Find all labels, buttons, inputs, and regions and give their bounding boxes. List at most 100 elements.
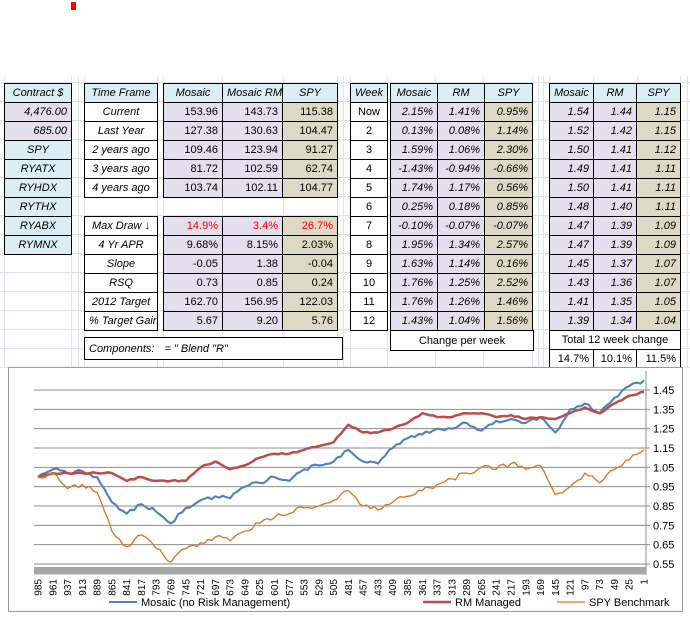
weekly-mosaic-cell[interactable]: 1.95% bbox=[390, 235, 438, 255]
stat-label-cell[interactable]: 2012 Target bbox=[84, 292, 158, 312]
cumulative-spy-cell[interactable]: 1.15 bbox=[636, 121, 681, 141]
contract-cell[interactable]: RYMNX bbox=[4, 235, 72, 255]
weekly-rm-cell[interactable]: -0.07% bbox=[437, 216, 485, 236]
weekly-spy-cell[interactable]: -0.66% bbox=[484, 159, 533, 179]
weekly-spy-cell[interactable]: 2.57% bbox=[484, 235, 533, 255]
spy-stat-cell[interactable]: 5.76 bbox=[282, 311, 338, 331]
mosaic-rm-stat-cell[interactable]: 9.20 bbox=[222, 311, 283, 331]
timeframe-cell[interactable]: Last Year bbox=[84, 121, 158, 141]
change-per-week-label[interactable]: Change per week bbox=[390, 330, 534, 351]
cumulative-mosaic-cell[interactable]: 1.52 bbox=[549, 121, 594, 141]
contracts-header[interactable]: Contract $ bbox=[4, 83, 72, 103]
cumulative-rm-cell[interactable]: 1.44 bbox=[593, 102, 637, 122]
cumulative-spy-cell[interactable]: 1.12 bbox=[636, 140, 681, 160]
cumulative-rm-cell[interactable]: 1.40 bbox=[593, 197, 637, 217]
weekly-mosaic-cell[interactable]: 1.59% bbox=[390, 140, 438, 160]
weekly-mosaic-cell[interactable]: 2.15% bbox=[390, 102, 438, 122]
contract-cell[interactable]: RYTHX bbox=[4, 197, 72, 217]
week-number-cell[interactable]: 7 bbox=[350, 216, 388, 236]
mosaic-rm-value-cell[interactable]: 102.59 bbox=[222, 159, 283, 179]
cumulative-spy-cell[interactable]: 1.04 bbox=[636, 311, 681, 331]
mosaic-stat-cell[interactable]: -0.05 bbox=[163, 254, 223, 274]
weekly-col-header-spy[interactable]: SPY bbox=[484, 83, 533, 103]
cumulative-mosaic-cell[interactable]: 1.50 bbox=[549, 178, 594, 198]
col-header-spy[interactable]: SPY bbox=[282, 83, 338, 103]
contract-cell[interactable]: SPY bbox=[4, 140, 72, 160]
weekly-spy-cell[interactable]: 1.14% bbox=[484, 121, 533, 141]
col-header-mosaic-rm[interactable]: Mosaic RM bbox=[222, 83, 283, 103]
weekly-spy-cell[interactable]: 0.95% bbox=[484, 102, 533, 122]
weekly-rm-cell[interactable]: 1.06% bbox=[437, 140, 485, 160]
timeframe-cell[interactable]: 4 years ago bbox=[84, 178, 158, 198]
total-spy-cell[interactable]: 11.5% bbox=[636, 349, 681, 369]
mosaic-stat-cell[interactable]: 5.67 bbox=[163, 311, 223, 331]
cumulative-spy-cell[interactable]: 1.09 bbox=[636, 216, 681, 236]
weekly-mosaic-cell[interactable]: 1.63% bbox=[390, 254, 438, 274]
mosaic-value-cell[interactable]: 109.46 bbox=[163, 140, 223, 160]
weekly-spy-cell[interactable]: 0.85% bbox=[484, 197, 533, 217]
weekly-col-header-rm[interactable]: RM bbox=[437, 83, 485, 103]
cumulative-rm-cell[interactable]: 1.35 bbox=[593, 292, 637, 312]
cumulative-rm-cell[interactable]: 1.37 bbox=[593, 254, 637, 274]
cumulative-rm-cell[interactable]: 1.39 bbox=[593, 216, 637, 236]
mosaic-stat-cell[interactable]: 9.68% bbox=[163, 235, 223, 255]
cumulative-spy-cell[interactable]: 1.05 bbox=[636, 292, 681, 312]
cumulative-spy-cell[interactable]: 1.15 bbox=[636, 102, 681, 122]
cumulative-rm-cell[interactable]: 1.41 bbox=[593, 140, 637, 160]
spy-stat-cell[interactable]: 122.03 bbox=[282, 292, 338, 312]
weekly-rm-cell[interactable]: 0.18% bbox=[437, 197, 485, 217]
weekly-rm-cell[interactable]: 1.34% bbox=[437, 235, 485, 255]
timeframe-cell[interactable]: 2 years ago bbox=[84, 140, 158, 160]
week-number-cell[interactable]: 6 bbox=[350, 197, 388, 217]
mosaic-rm-value-cell[interactable]: 123.94 bbox=[222, 140, 283, 160]
mosaic-value-cell[interactable]: 127.38 bbox=[163, 121, 223, 141]
week-number-cell[interactable]: 4 bbox=[350, 159, 388, 179]
mosaic-rm-stat-cell[interactable]: 8.15% bbox=[222, 235, 283, 255]
cumulative-mosaic-cell[interactable]: 1.47 bbox=[549, 216, 594, 236]
col-header-mosaic[interactable]: Mosaic bbox=[163, 83, 223, 103]
cumulative-spy-cell[interactable]: 1.11 bbox=[636, 159, 681, 179]
weekly-mosaic-cell[interactable]: 1.76% bbox=[390, 292, 438, 312]
week-number-cell[interactable]: 5 bbox=[350, 178, 388, 198]
cumulative-col-header-spy[interactable]: SPY bbox=[636, 83, 681, 103]
contract-cell[interactable]: RYHDX bbox=[4, 178, 72, 198]
timeframe-cell[interactable]: Current bbox=[84, 102, 158, 122]
mosaic-rm-stat-cell[interactable]: 3.4% bbox=[222, 216, 283, 236]
weekly-mosaic-cell[interactable]: -1.43% bbox=[390, 159, 438, 179]
timeframe-header[interactable]: Time Frame bbox=[84, 83, 158, 103]
contract-cell[interactable]: RYABX bbox=[4, 216, 72, 236]
week-header[interactable]: Week bbox=[350, 83, 388, 103]
weekly-rm-cell[interactable]: 0.08% bbox=[437, 121, 485, 141]
cumulative-rm-cell[interactable]: 1.36 bbox=[593, 273, 637, 293]
mosaic-stat-cell[interactable]: 0.73 bbox=[163, 273, 223, 293]
mosaic-value-cell[interactable]: 153.96 bbox=[163, 102, 223, 122]
mosaic-rm-value-cell[interactable]: 130.63 bbox=[222, 121, 283, 141]
cumulative-mosaic-cell[interactable]: 1.41 bbox=[549, 292, 594, 312]
total-rm-cell[interactable]: 10.1% bbox=[593, 349, 637, 369]
mosaic-rm-stat-cell[interactable]: 156.95 bbox=[222, 292, 283, 312]
mosaic-value-cell[interactable]: 81.72 bbox=[163, 159, 223, 179]
cumulative-spy-cell[interactable]: 1.09 bbox=[636, 235, 681, 255]
cumulative-rm-cell[interactable]: 1.41 bbox=[593, 159, 637, 179]
week-number-cell[interactable]: 2 bbox=[350, 121, 388, 141]
mosaic-stat-cell[interactable]: 14.9% bbox=[163, 216, 223, 236]
spy-value-cell[interactable]: 104.47 bbox=[282, 121, 338, 141]
contract-cell[interactable]: RYATX bbox=[4, 159, 72, 179]
weekly-mosaic-cell[interactable]: 0.13% bbox=[390, 121, 438, 141]
weekly-spy-cell[interactable]: 1.46% bbox=[484, 292, 533, 312]
cumulative-mosaic-cell[interactable]: 1.54 bbox=[549, 102, 594, 122]
weekly-rm-cell[interactable]: 1.17% bbox=[437, 178, 485, 198]
weekly-spy-cell[interactable]: 0.16% bbox=[484, 254, 533, 274]
performance-chart[interactable]: 1.45 1.35 1.25 1.15 1.05 0.95 0.85 0.75 0.65 0.55… bbox=[8, 367, 683, 612]
week-number-cell[interactable]: 8 bbox=[350, 235, 388, 255]
weekly-col-header-mosaic[interactable]: Mosaic bbox=[390, 83, 438, 103]
cumulative-spy-cell[interactable]: 1.07 bbox=[636, 273, 681, 293]
weekly-rm-cell[interactable]: 1.26% bbox=[437, 292, 485, 312]
cumulative-col-header-rm[interactable]: RM bbox=[593, 83, 637, 103]
stat-label-cell[interactable]: Max Draw ↓ bbox=[84, 216, 158, 236]
cumulative-mosaic-cell[interactable]: 1.47 bbox=[549, 235, 594, 255]
cumulative-mosaic-cell[interactable]: 1.49 bbox=[549, 159, 594, 179]
cumulative-rm-cell[interactable]: 1.34 bbox=[593, 311, 637, 331]
weekly-rm-cell[interactable]: 1.25% bbox=[437, 273, 485, 293]
weekly-mosaic-cell[interactable]: 0.25% bbox=[390, 197, 438, 217]
